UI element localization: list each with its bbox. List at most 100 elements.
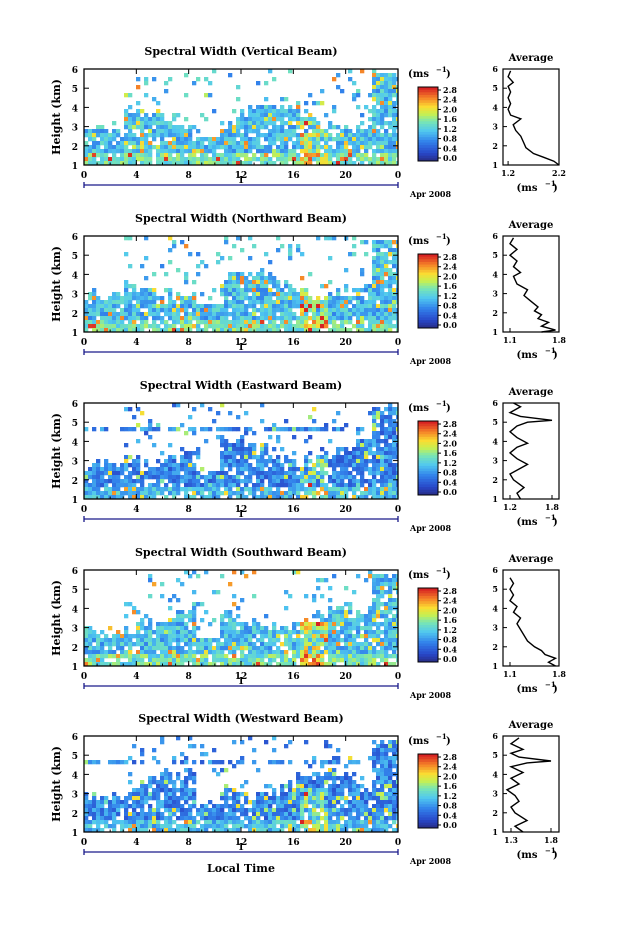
heatmap-cell	[148, 626, 153, 631]
heatmap-cell	[396, 256, 398, 261]
heatmap-cell	[364, 145, 369, 150]
heatmap-cell	[380, 646, 385, 651]
heatmap-cell	[244, 638, 249, 643]
heatmap-cell	[120, 642, 125, 647]
heatmap-cell	[152, 117, 157, 122]
heatmap-cell	[384, 284, 389, 289]
heatmap-cell	[212, 820, 217, 825]
heatmap-cell	[148, 129, 153, 134]
heatmap-cell	[344, 455, 349, 460]
heatmap-cell	[224, 161, 229, 165]
heatmap-cell	[240, 463, 245, 468]
heatmap-cell	[284, 137, 289, 142]
heatmap-cell	[140, 129, 145, 134]
heatmap-cell	[356, 320, 361, 325]
heatmap-cell	[384, 495, 389, 499]
profile-y-tick-label: 2	[492, 475, 498, 485]
heatmap-cell	[88, 812, 93, 817]
heatmap-cell	[368, 324, 373, 329]
heatmap-cell	[184, 808, 189, 813]
heatmap-cell	[312, 427, 317, 432]
heatmap-cell	[240, 495, 245, 499]
heatmap-cell	[224, 145, 229, 150]
heatmap-cell	[288, 824, 293, 829]
heatmap-cell	[340, 491, 345, 496]
colorbar-swatch	[418, 479, 438, 483]
profile-unit-exp: −1	[545, 680, 556, 689]
heatmap-cell	[128, 812, 133, 817]
heatmap-cell	[132, 288, 137, 293]
heatmap-cell	[380, 73, 385, 78]
heatmap-cell	[392, 121, 397, 126]
heatmap-cell	[388, 316, 393, 321]
heatmap-cell	[176, 650, 181, 655]
heatmap-cell	[324, 483, 329, 488]
heatmap-cell	[216, 304, 221, 309]
heatmap-cell	[280, 483, 285, 488]
heatmap-cell	[388, 443, 393, 448]
heatmap-cell	[152, 796, 157, 801]
heatmap-cell	[156, 812, 161, 817]
heatmap-cell	[184, 133, 189, 138]
heatmap-cell	[140, 626, 145, 631]
heatmap-cell	[392, 324, 397, 329]
heatmap-cell	[236, 630, 241, 635]
heatmap-cell	[176, 316, 181, 321]
heatmap-cell	[120, 646, 125, 651]
heatmap-cell	[264, 650, 269, 655]
heatmap-cell	[92, 133, 97, 138]
heatmap-cell	[224, 236, 229, 241]
heatmap-cell	[180, 316, 185, 321]
heatmap-cell	[328, 296, 333, 301]
heatmap-cell	[264, 284, 269, 289]
heatmap-cell	[372, 586, 377, 591]
heatmap-cell	[364, 618, 369, 623]
heatmap-cell	[380, 252, 385, 257]
heatmap-cell	[288, 308, 293, 313]
heatmap-cell	[316, 236, 321, 241]
heatmap-cell	[380, 304, 385, 309]
heatmap-cell	[96, 161, 101, 165]
heatmap-cell	[296, 487, 301, 492]
heatmap-cell	[396, 590, 398, 595]
heatmap-cell	[224, 296, 229, 301]
heatmap-cell	[88, 483, 93, 488]
heatmap-cell	[192, 145, 197, 150]
heatmap-cell	[184, 141, 189, 146]
heatmap-cell	[268, 760, 273, 765]
heatmap-cell	[192, 650, 197, 655]
heatmap-cell	[348, 157, 353, 162]
colorbar-tick-label: 0.0	[443, 320, 457, 330]
heatmap-cell	[392, 113, 397, 118]
heatmap-cell	[376, 129, 381, 134]
heatmap-cell	[392, 662, 397, 666]
heatmap-cell	[196, 312, 201, 317]
heatmap-cell	[284, 97, 289, 102]
heatmap-cell	[380, 77, 385, 82]
heatmap-cell	[256, 133, 261, 138]
heatmap-cell	[148, 133, 153, 138]
heatmap-cell	[88, 495, 93, 499]
heatmap-cell	[376, 272, 381, 277]
heatmap-cell	[184, 117, 189, 122]
heatmap-cell	[228, 479, 233, 484]
heatmap-cell	[336, 324, 341, 329]
heatmap-cell	[352, 97, 357, 102]
heatmap-cell	[324, 634, 329, 639]
heatmap-cell	[136, 300, 141, 305]
heatmap-cell	[300, 308, 305, 313]
heatmap-cell	[92, 145, 97, 150]
heatmap-cell	[220, 316, 225, 321]
heatmap-cell	[144, 820, 149, 825]
heatmap-cell	[312, 483, 317, 488]
heatmap-cell	[116, 808, 121, 813]
heatmap-cell	[184, 760, 189, 765]
heatmap-cell	[372, 304, 377, 309]
heatmap-cell	[284, 792, 289, 797]
heatmap-cell	[240, 296, 245, 301]
heatmap-cell	[380, 284, 385, 289]
heatmap-cell	[112, 153, 117, 158]
heatmap-cell	[308, 328, 313, 332]
heatmap-cell	[240, 308, 245, 313]
heatmap-cell	[104, 467, 109, 472]
